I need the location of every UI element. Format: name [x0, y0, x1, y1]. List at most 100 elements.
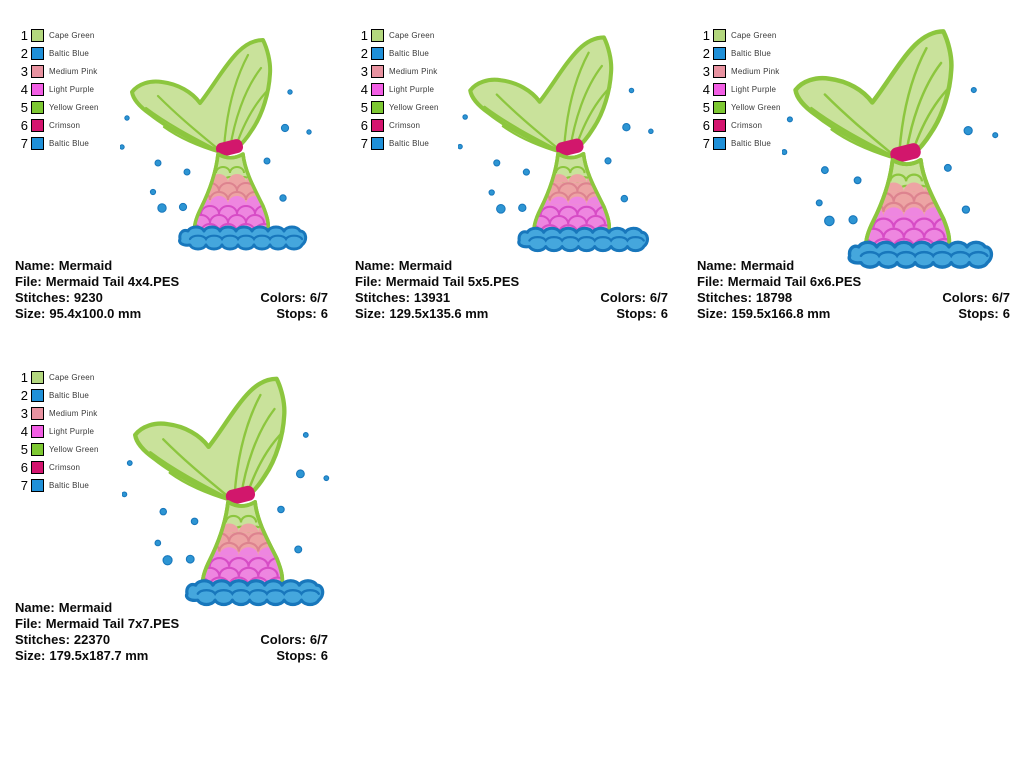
thread-color-swatch: [31, 82, 44, 96]
thread-number: 1: [702, 27, 710, 43]
legend-row: 3 Medium Pink: [350, 62, 439, 80]
thread-color-swatch: [31, 460, 44, 474]
name-label: Name:: [355, 258, 395, 273]
colors: Colors: 6/7: [600, 290, 668, 306]
thread-color-swatch: [371, 100, 384, 114]
stitches-colors-line: Stitches: 9230 Colors: 6/7: [15, 290, 328, 306]
legend-row: 3 Medium Pink: [10, 404, 99, 422]
thread-name: Baltic Blue: [731, 48, 771, 58]
design-info: Name: Mermaid File: Mermaid Tail 6x6.PES S…: [697, 258, 1010, 322]
thread-color-swatch: [31, 136, 44, 150]
thread-number: 3: [360, 63, 368, 79]
size-label: Size:: [15, 306, 46, 321]
thread-color-swatch: [31, 388, 44, 402]
design-panel-7x7: 1 Cape Green 2 Baltic Blue 3 Medium Pink 4 L…: [0, 342, 341, 683]
thread-name: Crimson: [49, 462, 81, 472]
thread-number: 6: [702, 117, 710, 133]
stops-value: 6: [320, 648, 328, 663]
design-panel-6x6: 1 Cape Green 2 Baltic Blue 3 Medium Pink 4 L…: [682, 0, 1023, 341]
thread-number: 6: [20, 459, 28, 475]
file-line: File: Mermaid Tail 7x7.PES: [15, 616, 328, 632]
file-value: Mermaid Tail 6x6.PES: [727, 274, 862, 289]
thread-name: Crimson: [49, 120, 81, 130]
legend-row: 5 Yellow Green: [10, 440, 99, 458]
legend-row: 3 Medium Pink: [10, 62, 99, 80]
legend-row: 4 Light Purple: [350, 80, 439, 98]
stops-value: 6: [660, 306, 668, 321]
stops-value: 6: [320, 306, 328, 321]
size: Size: 129.5x135.6 mm: [355, 306, 488, 322]
name-value: Mermaid: [58, 258, 113, 273]
colors-value: 6/7: [309, 290, 328, 305]
thread-color-legend: 1 Cape Green 2 Baltic Blue 3 Medium Pink 4 L…: [350, 26, 439, 152]
size-stops-line: Size: 95.4x100.0 mm Stops: 6: [15, 306, 328, 322]
thread-color-swatch: [31, 64, 44, 78]
thread-number: 4: [702, 81, 710, 97]
name-line: Name: Mermaid: [15, 600, 328, 616]
size: Size: 95.4x100.0 mm: [15, 306, 141, 322]
legend-row: 2 Baltic Blue: [10, 386, 99, 404]
thread-color-swatch: [31, 118, 44, 132]
file-label: File:: [15, 616, 42, 631]
legend-row: 7 Baltic Blue: [692, 134, 781, 152]
thread-number: 3: [702, 63, 710, 79]
legend-row: 6 Crimson: [692, 116, 781, 134]
thread-name: Baltic Blue: [49, 480, 89, 490]
name-value: Mermaid: [58, 600, 113, 615]
stops: Stops: 6: [276, 648, 328, 664]
name-value: Mermaid: [398, 258, 453, 273]
legend-row: 7 Baltic Blue: [350, 134, 439, 152]
thread-number: 6: [360, 117, 368, 133]
thread-number: 1: [20, 369, 28, 385]
legend-row: 6 Crimson: [10, 116, 99, 134]
stitches-label: Stitches:: [355, 290, 410, 305]
legend-row: 7 Baltic Blue: [10, 476, 99, 494]
name-label: Name:: [697, 258, 737, 273]
legend-row: 1 Cape Green: [10, 368, 99, 386]
thread-name: Baltic Blue: [49, 138, 89, 148]
thread-number: 2: [20, 45, 28, 61]
name-line: Name: Mermaid: [697, 258, 1010, 274]
thread-color-swatch: [31, 442, 44, 456]
stops: Stops: 6: [616, 306, 668, 322]
design-panel-4x4: 1 Cape Green 2 Baltic Blue 3 Medium Pink 4 L…: [0, 0, 341, 341]
thread-name: Light Purple: [49, 426, 95, 436]
thread-color-swatch: [31, 28, 44, 42]
file-label: File:: [15, 274, 42, 289]
thread-number: 4: [20, 423, 28, 439]
thread-color-swatch: [371, 46, 384, 60]
thread-name: Crimson: [731, 120, 763, 130]
thread-color-legend: 1 Cape Green 2 Baltic Blue 3 Medium Pink 4 L…: [10, 368, 99, 494]
thread-color-swatch: [31, 424, 44, 438]
colors-label: Colors:: [942, 290, 988, 305]
size-stops-line: Size: 179.5x187.7 mm Stops: 6: [15, 648, 328, 664]
thread-number: 7: [20, 135, 28, 151]
size-value: 179.5x187.7 mm: [49, 648, 149, 663]
stitches-colors-line: Stitches: 18798 Colors: 6/7: [697, 290, 1010, 306]
mermaid-tail-graphic: [458, 27, 657, 257]
thread-number: 2: [360, 45, 368, 61]
file-line: File: Mermaid Tail 6x6.PES: [697, 274, 1010, 290]
stitches-label: Stitches:: [15, 632, 70, 647]
thread-number: 2: [702, 45, 710, 61]
stitches-value: 18798: [755, 290, 793, 305]
design-panel-5x5: 1 Cape Green 2 Baltic Blue 3 Medium Pink 4 L…: [340, 0, 681, 341]
file-line: File: Mermaid Tail 4x4.PES: [15, 274, 328, 290]
colors: Colors: 6/7: [260, 632, 328, 648]
thread-color-swatch: [713, 100, 726, 114]
thread-color-swatch: [713, 118, 726, 132]
thread-color-swatch: [31, 46, 44, 60]
thread-number: 5: [20, 441, 28, 457]
mermaid-tail-graphic: [120, 30, 315, 255]
stitches-value: 13931: [413, 290, 451, 305]
thread-color-swatch: [371, 64, 384, 78]
size-value: 95.4x100.0 mm: [49, 306, 142, 321]
size: Size: 159.5x166.8 mm: [697, 306, 830, 322]
legend-row: 7 Baltic Blue: [10, 134, 99, 152]
thread-name: Light Purple: [49, 84, 95, 94]
legend-row: 1 Cape Green: [692, 26, 781, 44]
name-line: Name: Mermaid: [15, 258, 328, 274]
thread-name: Cape Green: [731, 30, 777, 40]
legend-row: 3 Medium Pink: [692, 62, 781, 80]
stops-label: Stops:: [276, 648, 317, 663]
